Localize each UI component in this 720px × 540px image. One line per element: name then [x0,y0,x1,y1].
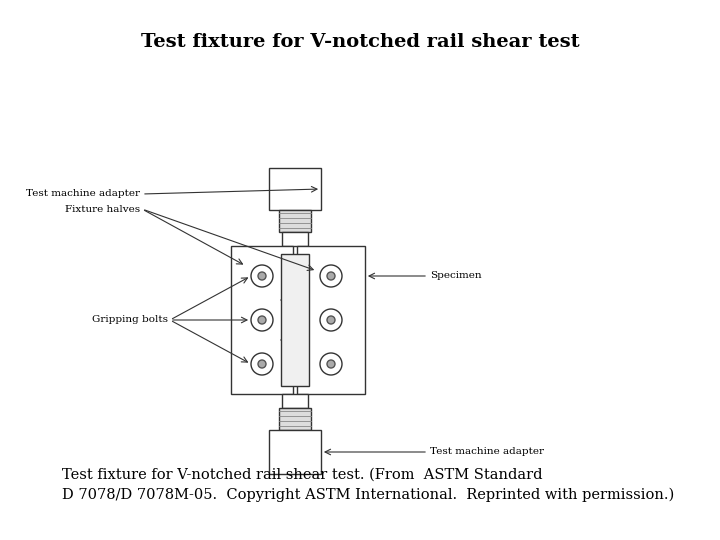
Circle shape [327,272,335,280]
Circle shape [320,353,342,375]
Text: Fixture halves: Fixture halves [65,205,140,213]
Circle shape [320,265,342,287]
Bar [269,430,321,474]
Bar [297,246,365,394]
Circle shape [251,265,273,287]
Bar [281,254,309,386]
Circle shape [258,316,266,324]
Bar [231,246,293,394]
Bar [269,168,321,210]
Bar [279,408,311,430]
Text: Test machine adapter: Test machine adapter [26,190,140,199]
Text: Specimen: Specimen [430,272,482,280]
Circle shape [251,309,273,331]
Circle shape [327,360,335,368]
Circle shape [258,360,266,368]
Circle shape [258,272,266,280]
Text: Gripping bolts: Gripping bolts [92,315,168,325]
Bar [282,394,308,408]
Text: Test machine adapter: Test machine adapter [430,448,544,456]
Circle shape [320,309,342,331]
Text: Test fixture for V-notched rail shear test. (From  ASTM Standard
D 7078/D 7078M-: Test fixture for V-notched rail shear te… [62,468,674,502]
Bar [282,232,308,246]
Bar [279,210,311,232]
Text: Test fixture for V-notched rail shear test: Test fixture for V-notched rail shear te… [140,33,580,51]
Circle shape [251,353,273,375]
Circle shape [327,316,335,324]
